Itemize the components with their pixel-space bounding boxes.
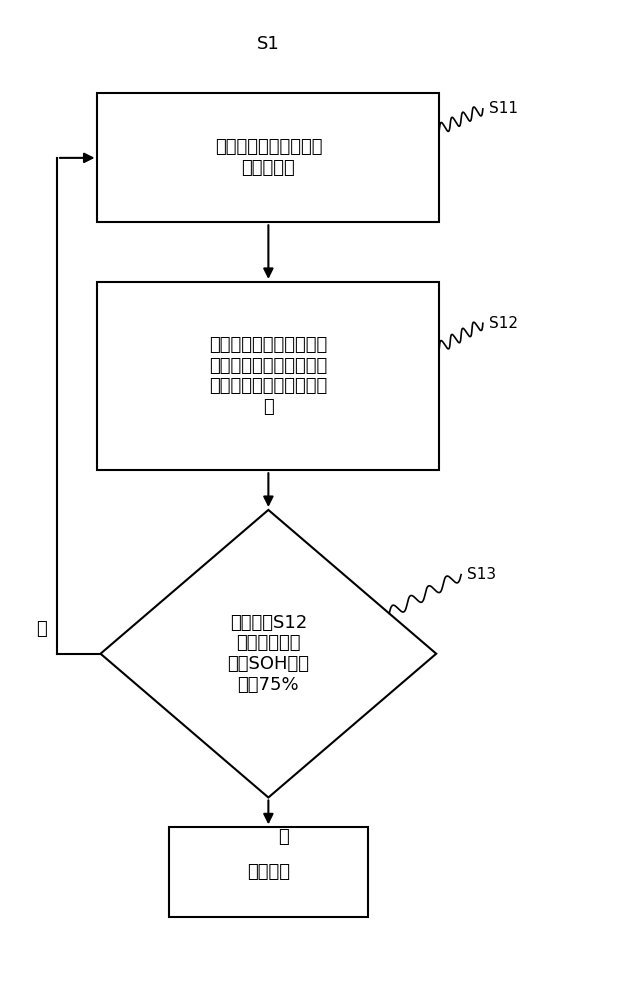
Text: S1: S1 xyxy=(257,35,280,53)
Text: 将完成循环充放电的样品
锂电池取出，对样品锂电
池进行测试，获得测试数
据: 将完成循环充放电的样品 锂电池取出，对样品锂电 池进行测试，获得测试数 据 xyxy=(209,336,328,416)
Text: 否: 否 xyxy=(36,620,47,638)
Text: S11: S11 xyxy=(489,101,518,116)
Text: 对样品锂电池进行多次
循环充放电: 对样品锂电池进行多次 循环充放电 xyxy=(215,138,322,177)
Text: 停止测试: 停止测试 xyxy=(247,863,290,881)
Text: S13: S13 xyxy=(467,567,496,582)
FancyBboxPatch shape xyxy=(98,93,439,222)
Polygon shape xyxy=(101,510,436,798)
Text: S12: S12 xyxy=(489,316,518,331)
Text: 判断步骤S12
得到的样品锂
电池SOH是否
小于75%: 判断步骤S12 得到的样品锂 电池SOH是否 小于75% xyxy=(227,614,309,694)
FancyBboxPatch shape xyxy=(98,282,439,470)
FancyBboxPatch shape xyxy=(169,827,368,916)
Text: 是: 是 xyxy=(278,828,289,846)
